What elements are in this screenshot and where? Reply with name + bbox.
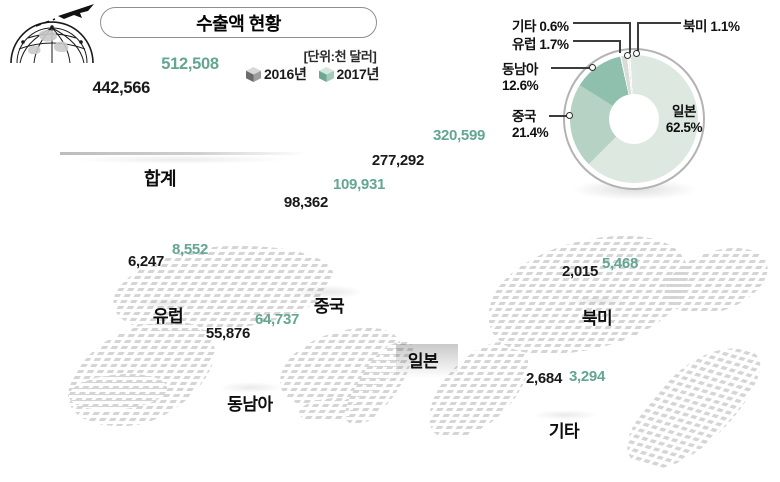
leader-china-h — [549, 115, 567, 117]
leader-node-china — [566, 112, 573, 119]
leader-node-etc — [624, 52, 631, 59]
donut-hole — [609, 94, 659, 144]
cube-icon-2017 — [318, 66, 334, 82]
total-label: 합계 — [143, 169, 177, 189]
pie-label-na: 북미 1.1% — [683, 15, 740, 35]
total-value-2016: 442,566 — [92, 79, 150, 97]
pie-label-europe-pct: 1.7% — [539, 37, 569, 52]
sea-label: 동남아 — [227, 395, 273, 414]
sea-value-2016: 55,876 — [205, 325, 250, 342]
leader-node-na — [633, 50, 640, 57]
pie-label-europe-name: 유럽 — [512, 37, 537, 52]
map-dots-south-america — [607, 338, 780, 478]
legend-item-2016: 2016년 — [246, 64, 307, 84]
pie-label-sea-pct: 12.6% — [502, 78, 539, 93]
globe-airplane-icon — [10, 4, 94, 64]
pie-label-etc-pct: 0.6% — [539, 19, 569, 34]
na-label: 북미 — [581, 309, 613, 328]
leader-europe-v — [619, 40, 621, 53]
page-title-text: 수출액 현황 — [196, 13, 281, 34]
pie-label-japan: 일본 62.5% — [659, 100, 709, 135]
leader-node-sea — [589, 64, 596, 71]
pie-label-etc: 기타 0.6% — [512, 15, 569, 35]
leader-etc-v — [629, 22, 631, 53]
total-shadow — [70, 155, 290, 164]
china-label: 중국 — [313, 297, 345, 316]
etc-value-2017: 3,294 — [568, 368, 606, 385]
total-value-2017: 512,508 — [161, 55, 219, 73]
sea-shadow — [219, 382, 283, 393]
na-value-2017: 5,468 — [601, 255, 639, 272]
total-baseline — [60, 152, 306, 155]
europe-value-2017: 8,552 — [171, 241, 209, 258]
na-shadow — [566, 296, 630, 306]
etc-shadow — [533, 410, 597, 420]
europe-shadow — [136, 298, 200, 309]
japan-value-2016: 277,292 — [371, 152, 424, 169]
china-value-2017: 109,931 — [332, 176, 386, 193]
etc-value-2016: 2,684 — [525, 370, 562, 387]
pie-label-japan-pct: 62.5% — [665, 120, 703, 135]
europe-label: 유럽 — [152, 307, 184, 326]
pie-label-china-name: 중국 — [512, 109, 537, 124]
cube-icon-2016 — [246, 66, 261, 82]
page-title: 수출액 현황 — [100, 7, 377, 38]
sea-value-2017: 64,737 — [254, 311, 300, 328]
pie-label-etc-name: 기타 — [512, 19, 537, 34]
unit-label: [단위:천 달러] — [303, 49, 377, 64]
pie-label-china: 중국 21.4% — [512, 105, 549, 140]
europe-value-2016: 6,247 — [127, 253, 164, 270]
legend-label-2016: 2016년 — [264, 66, 307, 82]
japan-label: 일본 — [407, 352, 439, 371]
leader-etc-h — [573, 22, 630, 24]
legend: 2016년 2017년 — [246, 64, 387, 84]
china-value-2016: 98,362 — [283, 194, 328, 211]
pie-label-sea: 동남아 12.6% — [502, 58, 539, 93]
pie-label-europe: 유럽 1.7% — [512, 33, 569, 53]
na-value-2016: 2,015 — [561, 263, 598, 280]
pie-label-japan-name: 일본 — [671, 104, 697, 119]
legend-item-2017: 2017년 — [318, 64, 380, 84]
japan-value-2017: 320,599 — [432, 127, 486, 144]
leader-europe-h — [573, 40, 619, 42]
pie-label-na-pct: 1.1% — [710, 19, 740, 34]
pie-label-china-pct: 21.4% — [512, 125, 549, 140]
legend-label-2017: 2017년 — [336, 66, 380, 82]
leader-na-h — [637, 22, 681, 24]
china-shadow — [292, 285, 364, 299]
pie-label-sea-name: 동남아 — [502, 62, 539, 77]
pie-label-na-name: 북미 — [683, 19, 708, 34]
etc-label: 기타 — [548, 422, 580, 441]
leader-na-v — [637, 22, 639, 51]
japan-shadow — [396, 344, 458, 378]
leader-sea-h — [551, 67, 590, 69]
donut-ring — [563, 48, 705, 190]
